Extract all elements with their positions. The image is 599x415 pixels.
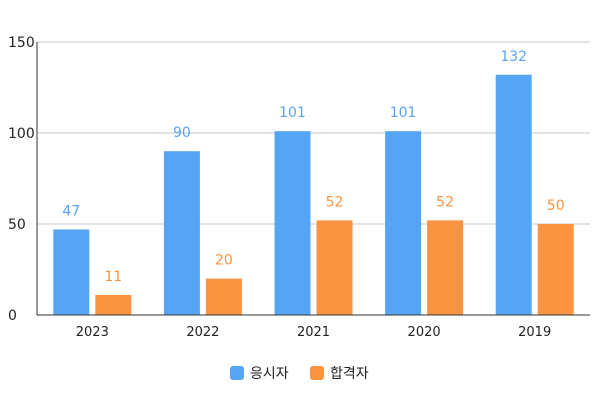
legend-label: 응시자 [250,366,289,382]
bar-passers-2021 [316,220,353,315]
x-tick-label: 2023 [76,325,109,340]
bars [53,74,574,315]
x-tick-label: 2020 [408,325,441,340]
bar-applicants-2019 [495,74,532,315]
bar-passers-2019 [537,224,574,315]
legend-item-applicants[interactable]: 응시자 [230,366,289,382]
x-axis: 2023 2022 2021 2020 2019 [36,42,590,340]
y-tick-label: 150 [8,35,35,51]
data-label: 101 [279,105,306,121]
y-tick-label: 100 [8,126,35,142]
data-label: 52 [436,194,454,210]
bar-passers-2023 [95,294,132,315]
data-label: 52 [326,194,344,210]
x-tick-label: 2021 [297,325,330,340]
data-label: 11 [104,269,122,285]
bar-applicants-2021 [274,131,311,315]
y-axis-ticks: 0 50 100 150 [8,35,35,324]
data-labels: 47 11 90 20 101 52 101 52 132 50 [62,49,564,285]
bar-applicants-2020 [385,131,422,315]
legend-label: 합격자 [330,366,369,382]
legend-item-passers[interactable]: 합격자 [310,366,369,382]
legend-swatch [310,366,324,380]
bar-passers-2022 [205,278,242,315]
legend: 응시자 합격자 [230,366,369,382]
data-label: 132 [500,49,527,65]
data-label: 101 [390,105,417,121]
data-label: 20 [215,253,233,269]
bar-applicants-2022 [163,151,200,315]
x-tick-label: 2022 [186,325,219,340]
bar-applicants-2023 [53,229,90,315]
legend-swatch [230,366,244,380]
y-tick-label: 0 [8,308,17,324]
data-label: 47 [62,203,80,219]
bar-passers-2020 [427,220,464,315]
x-tick-label: 2019 [518,325,551,340]
data-label: 50 [547,198,565,214]
data-label: 90 [173,125,191,141]
y-tick-label: 50 [8,217,26,233]
